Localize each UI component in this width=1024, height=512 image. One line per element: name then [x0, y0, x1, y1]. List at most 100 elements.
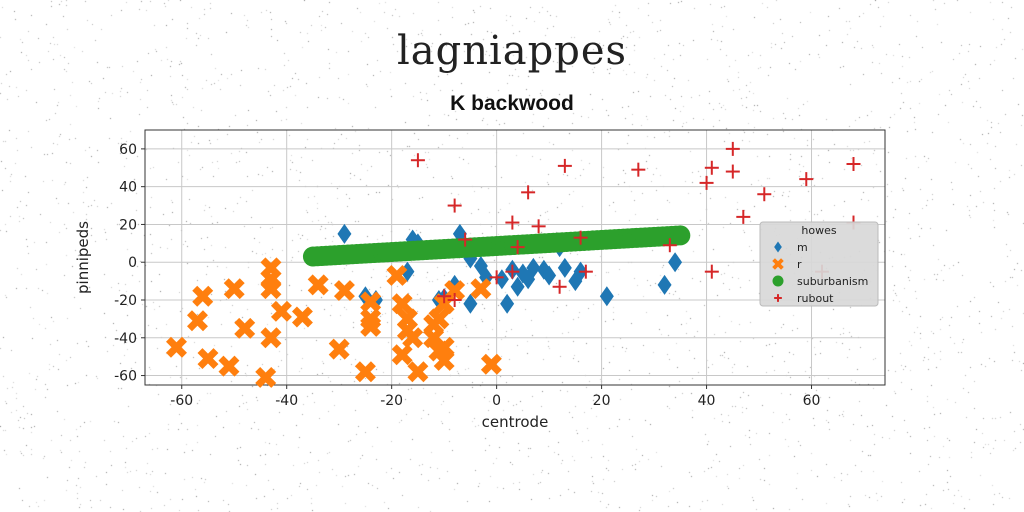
data-point — [599, 286, 614, 307]
data-point — [704, 160, 719, 175]
data-point — [521, 185, 536, 200]
legend-marker — [774, 241, 782, 253]
series-rubout — [410, 141, 861, 307]
legend-marker — [772, 275, 784, 287]
data-point — [500, 293, 515, 314]
data-point — [354, 361, 376, 383]
data-point — [489, 270, 504, 285]
data-point — [407, 361, 429, 383]
y-tick-label: 20 — [119, 217, 137, 233]
data-point — [270, 300, 292, 322]
data-point — [542, 265, 557, 286]
data-point — [799, 172, 814, 187]
legend: howes mr suburbanism rubout — [759, 221, 879, 307]
y-tick-label: -60 — [114, 369, 137, 385]
data-point — [328, 338, 350, 360]
data-point — [657, 274, 672, 295]
y-tick-label: -20 — [114, 293, 137, 309]
data-point — [291, 306, 313, 328]
data-point — [307, 274, 329, 296]
data-point — [391, 344, 413, 366]
legend-item-label: rubout — [797, 292, 834, 305]
data-point — [437, 289, 452, 304]
data-point — [494, 269, 509, 290]
x-tick-label: 20 — [593, 393, 611, 409]
x-tick-label: -60 — [170, 393, 193, 409]
legend-marker — [772, 258, 784, 270]
data-point — [557, 257, 572, 278]
data-point — [578, 264, 593, 279]
data-point — [725, 141, 740, 156]
data-point — [510, 240, 525, 255]
data-point — [552, 279, 567, 294]
data-point — [360, 291, 382, 313]
data-point — [428, 308, 450, 330]
legend-item-label: r — [797, 258, 802, 271]
data-point — [631, 162, 646, 177]
data-point — [505, 215, 520, 230]
chart-title: K backwood — [450, 92, 574, 115]
data-point — [699, 175, 714, 190]
data-point — [234, 317, 256, 339]
y-tick-label: 40 — [119, 180, 137, 196]
data-point — [223, 278, 245, 300]
data-point — [410, 153, 425, 168]
data-point — [218, 355, 240, 377]
x-tick-label: 0 — [492, 393, 501, 409]
series-suburbanism — [302, 225, 691, 267]
data-point — [386, 264, 408, 286]
legend-marker — [774, 294, 782, 302]
data-point — [391, 293, 413, 315]
data-point — [260, 278, 282, 300]
data-point — [704, 264, 719, 279]
data-point — [458, 232, 473, 247]
series-r — [166, 257, 502, 388]
x-tick-label: 40 — [698, 393, 716, 409]
data-point — [166, 336, 187, 358]
data-point — [480, 353, 502, 375]
x-tick-label: -20 — [380, 393, 403, 409]
y-axis-label: pinnipeds — [74, 221, 92, 294]
data-point — [333, 280, 355, 302]
data-point — [360, 315, 382, 337]
data-point — [670, 225, 691, 246]
axes-frame — [144, 129, 886, 386]
y-tick-label: 60 — [119, 142, 137, 158]
data-point — [433, 336, 455, 358]
figure-suptitle: lagniappes — [396, 28, 628, 74]
legend-box — [759, 221, 879, 307]
data-point — [557, 158, 572, 173]
data-point — [447, 198, 462, 213]
data-point — [846, 157, 861, 171]
data-point — [668, 252, 683, 273]
x-tick-label: -40 — [275, 393, 298, 409]
data-point — [510, 276, 525, 297]
data-point — [526, 257, 541, 278]
data-point — [447, 293, 462, 307]
y-tick-label: 0 — [128, 255, 137, 271]
legend-item-label: suburbanism — [797, 275, 868, 288]
data-point — [197, 348, 219, 370]
axes: -60 -40 -20 0 20 40 60 -60 -40 -20 0 20 40 60 — [114, 129, 886, 409]
legend-item-label: m — [797, 241, 808, 254]
data-point — [402, 327, 424, 349]
data-point — [573, 230, 588, 245]
x-tick-label: 60 — [803, 393, 821, 409]
data-point — [463, 248, 478, 269]
data-marks — [166, 141, 861, 388]
x-axis-label: centrode — [482, 413, 549, 431]
data-point — [662, 238, 677, 253]
legend-title: howes — [801, 224, 836, 237]
data-point — [260, 327, 282, 349]
data-point — [757, 187, 772, 202]
data-point — [531, 219, 546, 234]
y-tick-label: -40 — [114, 331, 137, 347]
data-point — [255, 366, 277, 388]
data-point — [187, 310, 208, 332]
data-point — [337, 223, 352, 244]
data-point — [736, 209, 751, 224]
data-point — [725, 164, 740, 179]
data-point — [470, 278, 492, 300]
data-point — [192, 285, 214, 307]
